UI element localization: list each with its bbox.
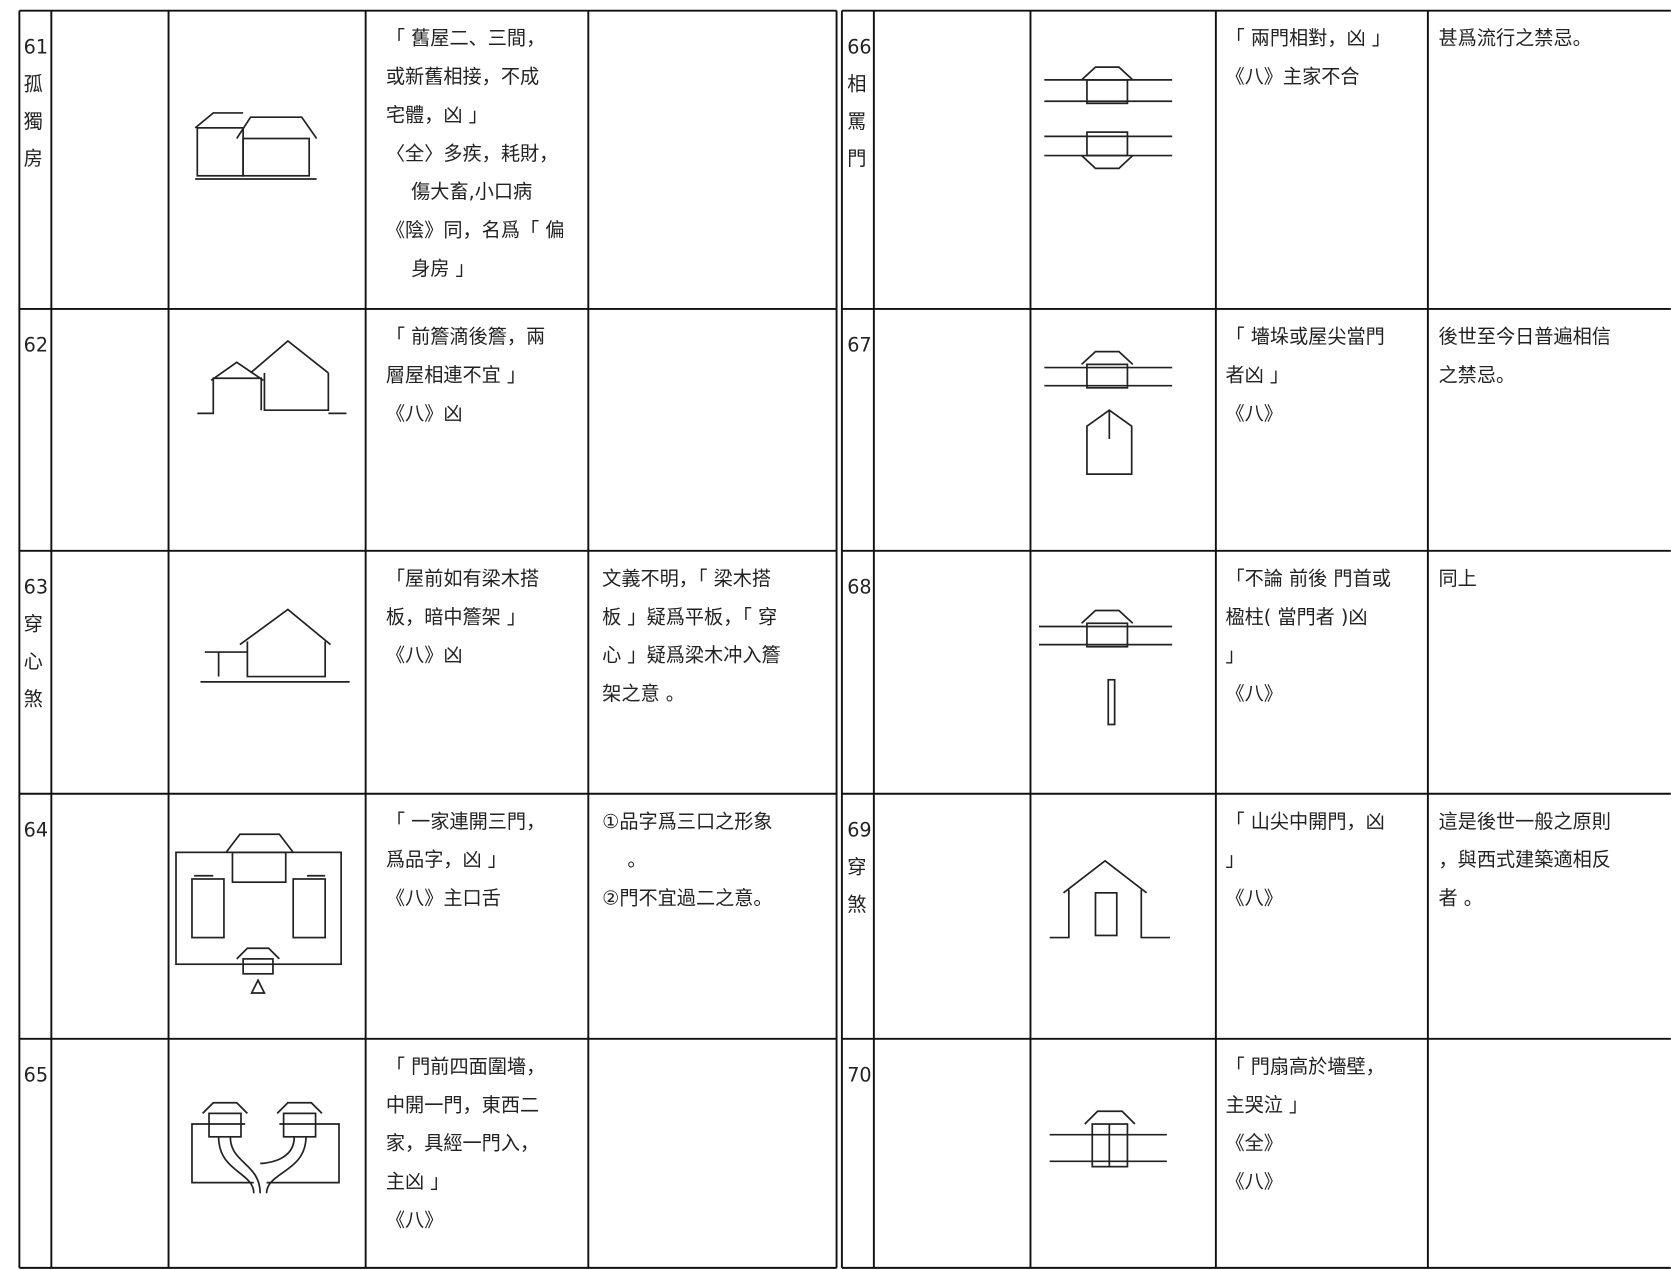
row-note: ②門不宜過二之意。 xyxy=(602,887,772,910)
row-text: 「不論 前後 門首或 xyxy=(1225,567,1390,590)
row-text: 」 xyxy=(1225,848,1244,871)
row-text: 「 舊屋二、三間， xyxy=(386,27,545,50)
row-text: 主哭泣 」 xyxy=(1225,1093,1308,1116)
row-note: 。 xyxy=(602,848,646,871)
row-number: 63 xyxy=(24,575,48,598)
row-text: 《八》凶 xyxy=(386,644,463,667)
row-text: 《八》 xyxy=(386,1208,443,1231)
row-number: 67 xyxy=(847,334,871,357)
row-name: 煞 xyxy=(24,687,43,710)
row-text: 板，暗中簷架 」 xyxy=(386,605,526,628)
row-number: 66 xyxy=(847,35,871,58)
row-text: 爲品字，凶 」 xyxy=(386,848,507,871)
row-text: 「 兩門相對，凶 」 xyxy=(1225,27,1390,50)
row-number: 68 xyxy=(847,575,871,598)
row-name: 心 xyxy=(24,650,43,673)
row-text: 者凶 」 xyxy=(1225,363,1289,386)
row-text: 」 xyxy=(1225,644,1244,667)
row-number: 70 xyxy=(847,1063,871,1086)
row-name: 門 xyxy=(847,147,866,170)
row-text: 中開一門，東西二 xyxy=(386,1093,539,1116)
row-text: 「 墻垛或屋尖當門 xyxy=(1225,325,1384,348)
row-text: 〈全〉多疾，耗財， xyxy=(386,142,558,165)
row-number: 65 xyxy=(24,1063,48,1086)
row-name: 孤 xyxy=(24,73,43,96)
row-text: 傷大畜,小口病 xyxy=(386,180,532,203)
row-text: 宅體，凶 」 xyxy=(386,103,488,126)
row-text: 《八》 xyxy=(1225,1170,1282,1193)
row-text: 「屋前如有梁木搭 xyxy=(386,567,539,590)
row-note: ①品字爲三口之形象 xyxy=(602,810,772,833)
row-text: 主凶 」 xyxy=(386,1170,450,1193)
row-name: 獨 xyxy=(24,110,43,133)
row-text: 「 山尖中開門，凶 xyxy=(1225,810,1384,833)
row-text: 「 門前四面圍墻， xyxy=(386,1055,545,1078)
row-name: 相 xyxy=(847,73,866,96)
row-text: 層屋相連不宜 」 xyxy=(386,363,526,386)
row-note: 甚爲流行之禁忌。 xyxy=(1439,27,1592,50)
row-note: 之禁忌。 xyxy=(1439,363,1516,386)
row-note: 後世至今日普遍相信 xyxy=(1439,325,1611,348)
row-text: 楹柱( 當門者 )凶 xyxy=(1225,605,1367,628)
row-text: 身房 」 xyxy=(386,257,475,280)
row-name: 穿 xyxy=(24,613,43,636)
row-text: 《八》主口舌 xyxy=(386,887,501,910)
row-text: 家，具經一門入， xyxy=(386,1132,539,1155)
row-number: 61 xyxy=(24,35,48,58)
row-note: 同上 xyxy=(1439,567,1477,590)
row-text: 「 前簷滴後簷，兩 xyxy=(386,325,545,348)
row-text: 《八》主家不合 xyxy=(1225,65,1359,88)
row-name: 罵 xyxy=(847,110,866,133)
row-text: 《八》凶 xyxy=(386,402,463,425)
row-note: 架之意 。 xyxy=(602,682,685,705)
row-note: ，與西式建築適相反 xyxy=(1439,848,1611,871)
row-number: 64 xyxy=(24,818,48,841)
row-name: 穿 xyxy=(847,856,866,879)
row-number: 62 xyxy=(24,334,48,357)
row-text: 「 一家連開三門， xyxy=(386,810,545,833)
row-text: 《八》 xyxy=(1225,887,1282,910)
row-text: 《八》 xyxy=(1225,402,1282,425)
row-text: 《陰》同，名爲「 偏 xyxy=(386,219,564,242)
drawings xyxy=(175,66,1173,1194)
row-note: 心 」疑爲梁木冲入簷 xyxy=(602,644,781,667)
row-number: 69 xyxy=(847,818,871,841)
row-note: 板 」疑爲平板，「 穿 xyxy=(602,605,777,628)
row-name: 房 xyxy=(24,147,43,170)
row-text: 《八》 xyxy=(1225,682,1282,705)
row-note: 文義不明，「 梁木搭 xyxy=(602,567,771,590)
row-text: 或新舊相接，不成 xyxy=(386,65,539,88)
row-note: 者 。 xyxy=(1439,887,1483,910)
row-text: 《全》 xyxy=(1225,1132,1282,1155)
row-note: 這是後世一般之原則 xyxy=(1439,810,1611,833)
row-text: 「 門扇高於墻壁， xyxy=(1225,1055,1384,1078)
table-grid xyxy=(18,9,1671,1269)
row-name: 煞 xyxy=(847,893,866,916)
